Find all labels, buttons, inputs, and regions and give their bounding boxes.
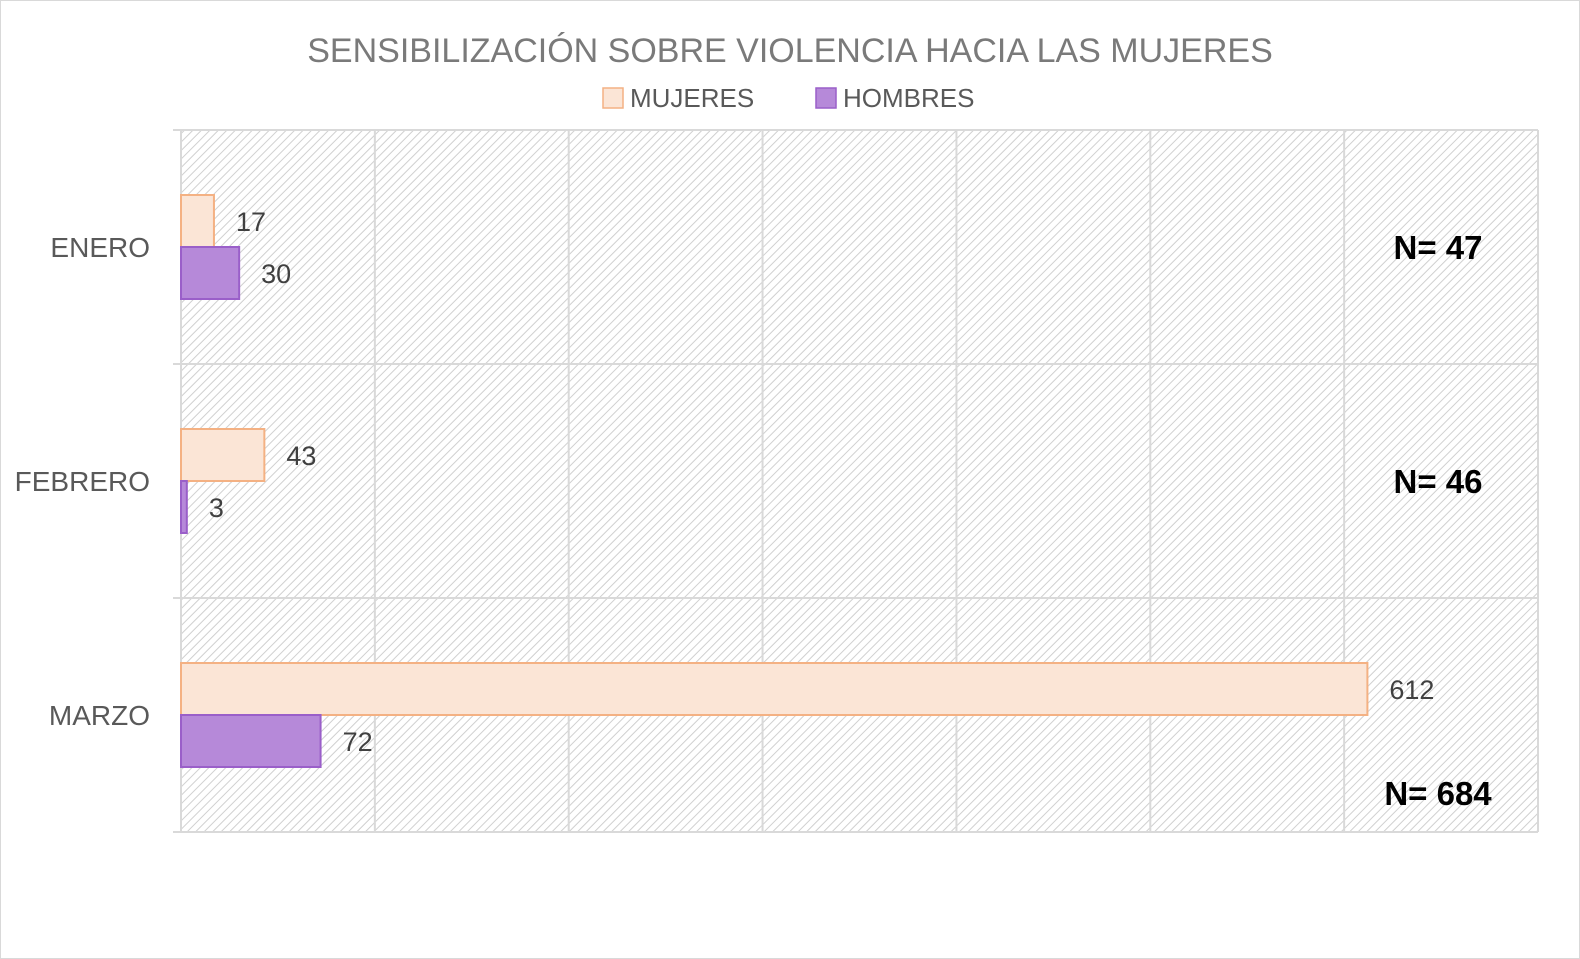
total-label: N= 47 [1394,229,1483,266]
legend-label-hombres: HOMBRES [843,83,974,113]
data-label-hombres: 72 [343,727,373,757]
bar-mujeres [180,194,215,248]
bar-hombres [180,480,188,534]
chart-title: SENSIBILIZACIÓN SOBRE VIOLENCIA HACIA LA… [307,32,1273,70]
category-label: MARZO [49,700,150,731]
legend-label-mujeres: MUJERES [630,83,754,113]
data-label-hombres: 3 [209,493,224,523]
data-label-mujeres: 17 [236,207,266,237]
legend-swatch-hombres [815,87,837,109]
data-label-mujeres: 43 [286,441,316,471]
bar-mujeres [180,428,266,482]
bar-mujeres [180,662,1369,716]
bars [180,194,1369,768]
total-label: N= 684 [1384,775,1492,812]
plot-area [181,130,1538,832]
data-label-mujeres: 612 [1389,675,1434,705]
category-label: ENERO [50,232,150,263]
data-label-hombres: 30 [261,259,291,289]
legend-swatch-mujeres [602,87,624,109]
category-label: FEBRERO [15,466,150,497]
total-label: N= 46 [1394,463,1483,500]
legend: MUJERES HOMBRES [602,83,974,113]
bar-hombres [180,714,322,768]
labels: ENERO 17 30 N= 47 FEBRERO 43 3 N= 46 MARZO 612 72 N… [15,207,1493,812]
bar-hombres [180,246,241,300]
